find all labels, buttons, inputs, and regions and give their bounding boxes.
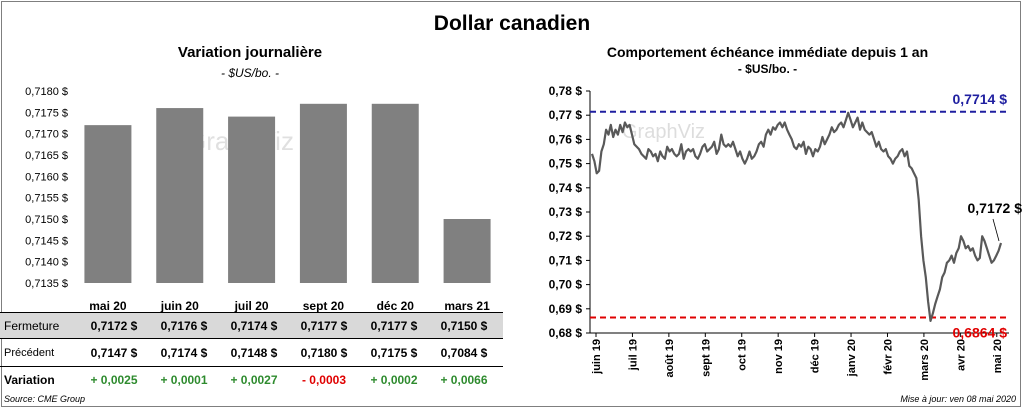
table-cell: 0,7177 $	[370, 318, 418, 333]
y-tick-label: 0,75 $	[549, 157, 583, 171]
table-cell: - 0,0003	[301, 372, 347, 387]
x-tick-label: mai 20	[89, 299, 127, 313]
y-tick-label: 0,78 $	[549, 84, 583, 98]
x-tick-label: avr 20	[955, 339, 967, 371]
watermark: GraphViz	[622, 121, 705, 143]
table-row-variation: Variation + 0,0025 + 0,0001 + 0,0027 - 0…	[0, 366, 503, 392]
table-cell: 0,7175 $	[370, 345, 418, 360]
table-cell: + 0,0027	[230, 372, 278, 387]
x-tick-label: sept 19	[700, 339, 712, 377]
y-tick-label: 0,76 $	[549, 132, 583, 146]
table-cell: 0,7177 $	[300, 318, 348, 333]
y-tick-label: 0,7155 $	[25, 193, 68, 205]
y-tick-label: 0,68 $	[549, 326, 583, 340]
x-tick-label: janv 20	[846, 339, 858, 377]
table-cell: 0,7180 $	[300, 345, 348, 360]
source-note: Source: CME Group	[4, 394, 86, 404]
high-value-label: 0,7714 $	[953, 91, 1008, 107]
y-tick-label: 0,7140 $	[25, 257, 68, 269]
x-tick-label: févr 20	[882, 339, 894, 374]
bar	[84, 125, 132, 283]
row-label: Précédent	[4, 346, 55, 359]
x-tick-label: juil 20	[234, 299, 269, 313]
x-tick-label: mars 21	[444, 299, 490, 313]
table-cell: 0,7147 $	[90, 345, 138, 360]
y-tick-label: 0,7165 $	[25, 150, 68, 162]
bar	[228, 116, 276, 283]
table-cell: 0,7148 $	[230, 345, 278, 360]
right-chart-subtitle: - $US/bo. -	[737, 62, 798, 76]
y-tick-label: 0,7160 $	[25, 171, 68, 183]
y-tick-label: 0,7170 $	[25, 129, 68, 141]
low-value-label: 0,6864 $	[953, 325, 1008, 341]
table-cell: 0,7174 $	[230, 318, 278, 333]
table-row-previous: Précédent 0,7147 $ 0,7174 $ 0,7148 $ 0,7…	[0, 339, 503, 366]
right-chart-title: Comportement échéance immédiate depuis 1…	[606, 44, 929, 60]
last-value-leader	[992, 218, 1000, 242]
x-tick-label: déc 20	[377, 299, 415, 313]
left-chart-title: Variation journalière	[177, 44, 323, 61]
y-tick-label: 0,7135 $	[25, 278, 68, 290]
y-tick-label: 0,7175 $	[25, 107, 68, 119]
bar	[443, 219, 491, 283]
x-tick-label: sept 20	[303, 299, 345, 313]
bar	[371, 103, 419, 283]
y-tick-label: 0,69 $	[549, 302, 583, 316]
y-tick-label: 0,72 $	[549, 229, 583, 243]
y-tick-label: 0,74 $	[549, 181, 583, 195]
x-tick-label: juin 20	[160, 299, 199, 313]
bar-chart: 0,7135 $ 0,7140 $ 0,7145 $ 0,7150 $ 0,7155 $…	[25, 86, 491, 313]
x-tick-label: déc 19	[810, 339, 822, 373]
table-cell: 0,7084 $	[440, 345, 488, 360]
bar	[299, 103, 347, 283]
left-chart-subtitle: - $US/bo. -	[220, 66, 280, 80]
row-label: Fermeture	[4, 318, 60, 333]
table-row-close: Fermeture 0,7172 $ 0,7176 $ 0,7174 $ 0,7…	[0, 312, 503, 339]
x-tick-label: mai 20	[992, 339, 1004, 373]
table-cell: 0,7176 $	[160, 318, 208, 333]
y-tick-label: 0,7145 $	[25, 235, 68, 247]
x-tick-label: juil 19	[627, 339, 639, 371]
y-tick-label: 0,77 $	[549, 108, 583, 122]
y-tick-label: 0,70 $	[549, 278, 583, 292]
y-tick-label: 0,7150 $	[25, 214, 68, 226]
x-tick-label: juin 19	[591, 339, 603, 375]
table-cell: + 0,0002	[370, 372, 418, 387]
line-chart: 0,68 $ 0,69 $ 0,70 $ 0,71 $ 0,72 $ 0,73 $ 0,74…	[549, 84, 1023, 381]
x-tick-label: août 19	[664, 339, 676, 378]
page-title: Dollar canadien	[433, 12, 591, 35]
table-cell: 0,7150 $	[440, 318, 488, 333]
update-note: Mise à jour: ven 08 mai 2020	[900, 394, 1016, 404]
x-tick-label: oct 19	[737, 339, 749, 371]
table-cell: + 0,0066	[440, 372, 488, 387]
table-cell: + 0,0025	[90, 372, 138, 387]
y-tick-label: 0,7180 $	[25, 86, 68, 98]
table-cell: 0,7174 $	[160, 345, 208, 360]
bar	[156, 108, 204, 283]
table-cell: + 0,0001	[160, 372, 208, 387]
y-tick-label: 0,73 $	[549, 205, 583, 219]
price-series-line	[590, 111, 1003, 322]
row-label: Variation	[4, 372, 55, 387]
last-value-label: 0,7172 $	[968, 200, 1023, 216]
table-cell: 0,7172 $	[90, 318, 138, 333]
y-tick-label: 0,71 $	[549, 253, 583, 267]
x-tick-label: nov 19	[773, 339, 785, 374]
x-tick-label: mars 20	[919, 339, 931, 381]
